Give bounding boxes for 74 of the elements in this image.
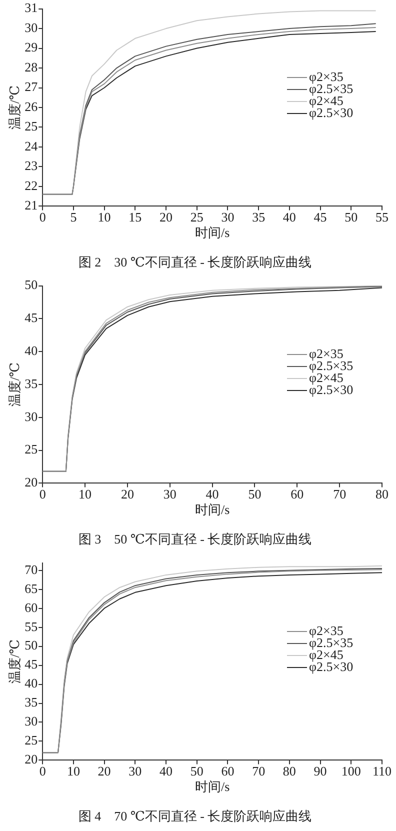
y-axis-title: 温度/℃ <box>7 85 22 130</box>
y-tick-label: 27 <box>24 79 38 94</box>
y-tick-label: 25 <box>24 732 38 748</box>
x-tick-label: 25 <box>190 209 204 224</box>
y-axis-title: 温度/℃ <box>7 362 22 407</box>
x-tick-label: 5 <box>70 209 77 224</box>
text: 图 2 30 ℃不同直径 - 长度阶跃响应曲线 <box>78 254 312 270</box>
x-tick-label: 80 <box>376 486 388 502</box>
y-tick-label: 29 <box>24 40 38 55</box>
y-tick-label: 30 <box>24 714 38 729</box>
x-tick-label: 0 <box>39 209 46 224</box>
y-tick-label: 50 <box>24 638 38 653</box>
y-tick-label: 21 <box>24 198 38 213</box>
x-tick-label: 40 <box>160 763 173 778</box>
x-tick-label: 10 <box>98 209 111 224</box>
x-tick-label: 30 <box>128 763 142 778</box>
y-tick-label: 25 <box>24 118 38 134</box>
x-tick-label: 0 <box>39 763 46 778</box>
x-tick-label: 20 <box>160 209 173 224</box>
x-tick-label: 60 <box>221 763 234 778</box>
x-tick-label: 60 <box>290 486 304 502</box>
x-tick-label: 35 <box>252 209 266 224</box>
y-tick-label: 60 <box>24 600 38 615</box>
text: 图 4 70 ℃不同直径 - 长度阶跃响应曲线 <box>78 808 312 824</box>
y-tick-label: 28 <box>24 59 38 74</box>
y-tick-label: 45 <box>24 310 38 326</box>
y-tick-label: 30 <box>24 20 38 35</box>
y-tick-label: 20 <box>24 474 38 490</box>
x-tick-label: 40 <box>206 486 219 502</box>
x-tick-label: 90 <box>314 763 327 778</box>
y-tick-label: 26 <box>24 98 38 114</box>
y-axis-title: 温度/℃ <box>7 639 22 684</box>
y-tick-label: 55 <box>24 618 38 634</box>
x-tick-label: 0 <box>39 486 46 502</box>
y-tick-label: 31 <box>24 0 38 16</box>
y-tick-label: 30 <box>24 408 38 424</box>
y-tick-label: 40 <box>24 343 38 358</box>
y-tick-label: 24 <box>24 138 38 154</box>
y-tick-label: 50 <box>24 277 38 292</box>
y-tick-label: 20 <box>24 752 38 767</box>
x-tick-label: 15 <box>128 209 142 224</box>
x-tick-label: 100 <box>341 763 361 778</box>
x-axis-title: 时间/s <box>194 502 230 518</box>
x-tick-label: 70 <box>333 486 346 502</box>
x-tick-label: 55 <box>376 209 388 224</box>
legend-label: φ2×35 <box>309 68 344 84</box>
x-tick-label: 30 <box>163 486 176 502</box>
x-tick-label: 80 <box>282 763 296 778</box>
x-tick-label: 45 <box>314 209 327 224</box>
x-tick-label: 50 <box>248 486 262 502</box>
legend-label: φ2×35 <box>309 346 344 361</box>
y-tick-label: 35 <box>24 694 38 710</box>
x-tick-label: 10 <box>66 763 80 778</box>
x-tick-label: 20 <box>120 486 134 502</box>
x-tick-label: 70 <box>252 763 266 778</box>
x-tick-label: 10 <box>78 486 92 502</box>
x-tick-label: 110 <box>372 763 392 778</box>
y-tick-label: 65 <box>24 580 38 596</box>
y-tick-label: 45 <box>24 656 38 672</box>
y-tick-label: 22 <box>24 178 38 193</box>
x-tick-label: 40 <box>282 209 296 224</box>
x-tick-label: 30 <box>221 209 234 224</box>
x-tick-label: 50 <box>190 763 204 778</box>
y-tick-label: 25 <box>24 442 38 457</box>
legend-label: φ2×35 <box>309 622 344 638</box>
x-axis-title: 时间/s <box>194 779 230 794</box>
y-tick-label: 70 <box>24 562 38 577</box>
x-tick-label: 20 <box>98 763 111 778</box>
y-tick-label: 35 <box>24 376 38 391</box>
x-axis-title: 时间/s <box>194 225 230 240</box>
text: 图 3 50 ℃不同直径 - 长度阶跃响应曲线 <box>78 532 312 547</box>
y-tick-label: 23 <box>24 158 38 174</box>
y-tick-label: 40 <box>24 676 38 691</box>
x-tick-label: 50 <box>344 209 358 224</box>
